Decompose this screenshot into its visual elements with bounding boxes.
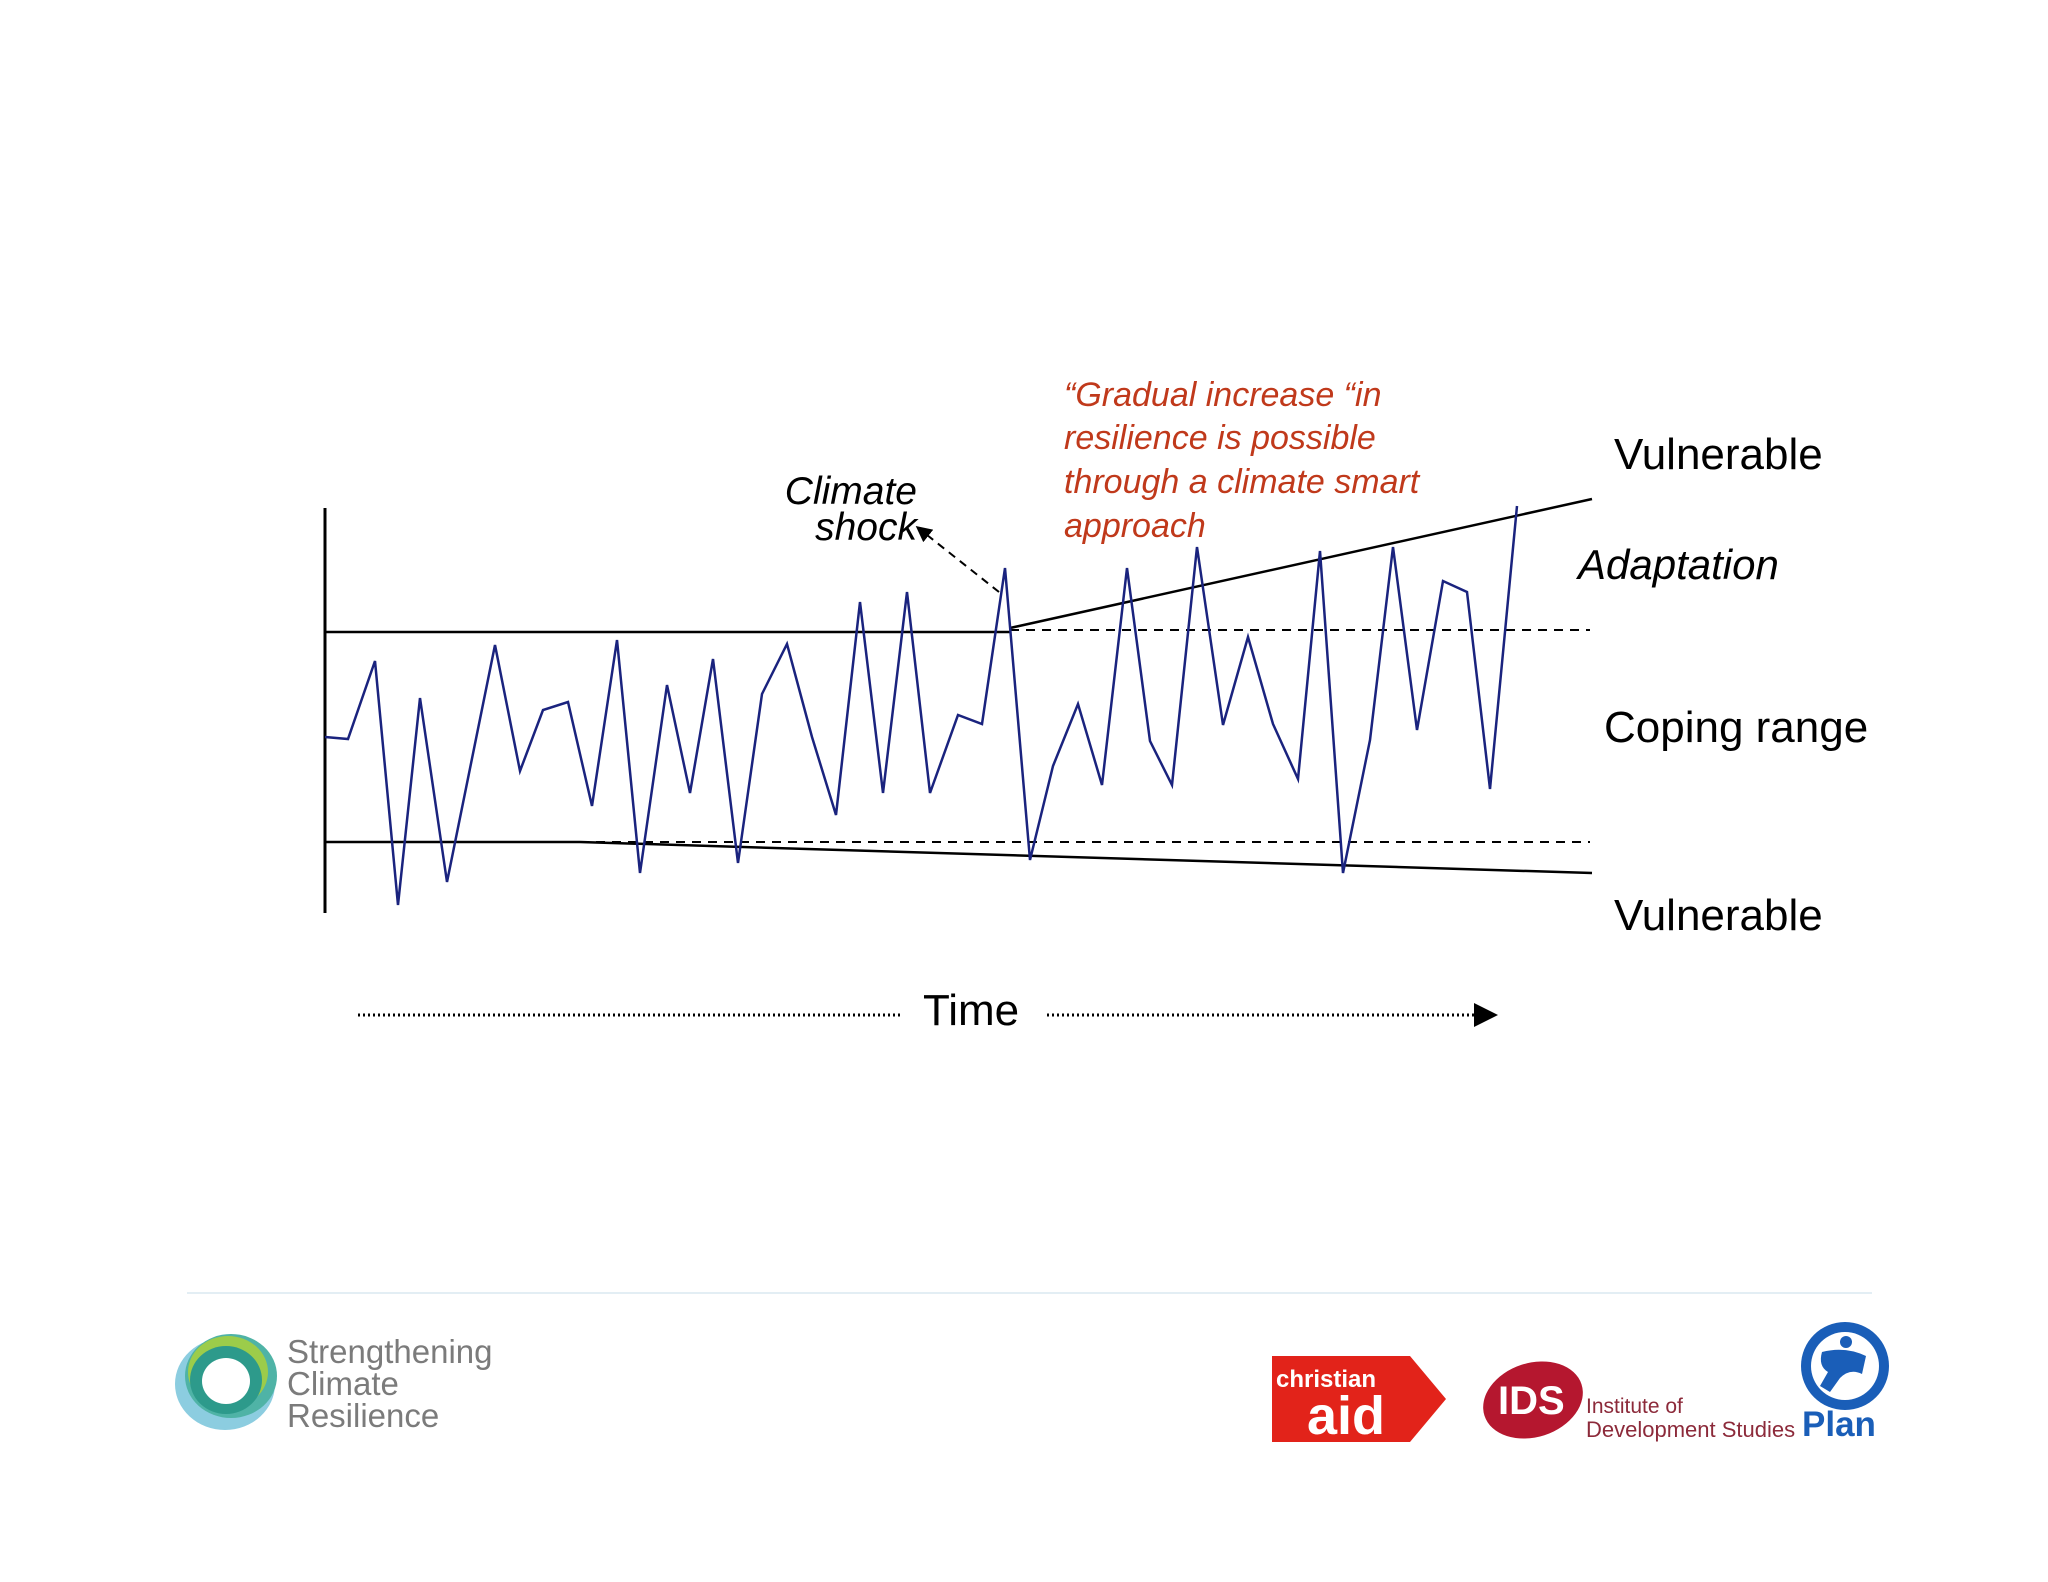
scr-logo-line2: Climate <box>287 1365 399 1402</box>
ids-mark-icon <box>1483 1361 1583 1439</box>
christian-aid-line1: christian <box>1276 1366 1376 1393</box>
ids-mark-text: IDS <box>1498 1379 1565 1423</box>
vulnerable-top-label: Vulnerable <box>1614 430 1823 479</box>
scr-ring-icon <box>175 1334 277 1430</box>
coping-range-label: Coping range <box>1604 703 1868 752</box>
plan-figure-icon <box>1801 1322 1889 1410</box>
climate-signal-line <box>324 505 1519 906</box>
christian-aid-arrow-icon <box>1272 1356 1446 1442</box>
scr-logo-line3: Resilience <box>287 1397 439 1434</box>
adaptation-label: Adaptation <box>1575 541 1779 588</box>
ids-logo-line1: Institute of <box>1586 1395 1683 1418</box>
quote-line-1: “Gradual increase “in <box>1064 376 1381 414</box>
quote-line-2: resilience is possible <box>1064 419 1376 457</box>
ids-logo-line2: Development Studies <box>1586 1417 1795 1442</box>
plan-logo: Plan <box>1801 1322 1889 1444</box>
climate-shock-arrow <box>915 526 1000 593</box>
vulnerable-bottom-label: Vulnerable <box>1614 891 1823 940</box>
climate-shock-label-line1: Climate <box>785 470 917 513</box>
time-arrow-icon <box>1474 1003 1498 1027</box>
quote-line-4: approach <box>1064 507 1206 545</box>
christian-aid-logo: christian aid <box>1272 1356 1446 1446</box>
climate-shock-label-line2: shock <box>815 506 919 549</box>
scr-logo-line1: Strengthening <box>287 1333 493 1370</box>
plan-logo-text: Plan <box>1802 1405 1876 1444</box>
adaptation-line <box>1009 497 1593 630</box>
ids-logo: IDS Institute of Development Studies <box>1483 1361 1795 1442</box>
time-label: Time <box>923 986 1019 1035</box>
lower-declining-line <box>579 840 1593 875</box>
scr-logo: Strengthening Climate Resilience <box>175 1333 493 1434</box>
quote-line-3: through a climate smart <box>1064 463 1421 501</box>
christian-aid-line2: aid <box>1307 1386 1385 1446</box>
